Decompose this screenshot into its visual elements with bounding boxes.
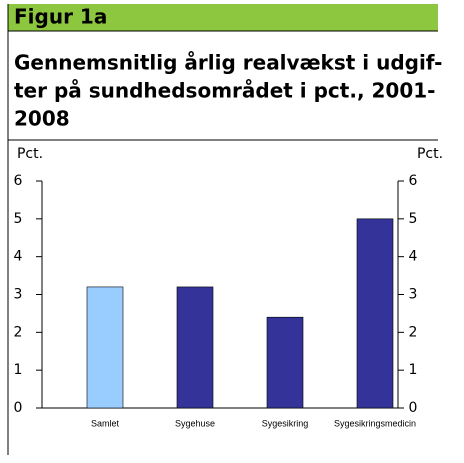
y-tick-label: 1 [14, 362, 23, 378]
header: Figur 1a [14, 5, 107, 29]
y2-tick-label: 0 [409, 400, 418, 416]
y-tick-label: 2 [14, 324, 23, 340]
x-tick-label: Samlet [91, 418, 120, 428]
bar [266, 316, 304, 409]
y2-tick-label: 4 [409, 249, 418, 265]
y2-axis-label: Pct. [417, 146, 443, 162]
y-tick-label: 6 [14, 173, 23, 189]
chart-title: 2008 [14, 107, 70, 131]
y-tick-label: 3 [14, 287, 23, 303]
y-axis-label: Pct. [17, 146, 43, 162]
y2-tick-label: 5 [409, 211, 418, 227]
bar [176, 286, 214, 409]
y-tick-label: 5 [14, 211, 23, 227]
x-tick-label: Sygehuse [175, 418, 215, 428]
y2-tick-label: 6 [409, 173, 418, 189]
y2-tick-label: 2 [409, 324, 418, 340]
y2-tick-label: 3 [409, 287, 418, 303]
chart-title: ter på sundhedsområdet i pct., 2001- [14, 79, 435, 103]
bar [356, 218, 394, 409]
x-tick-label: Sygesikring [262, 418, 309, 428]
chart-title: Gennemsnitlig årlig realvækst i udgif- [14, 51, 442, 75]
bar [86, 286, 124, 409]
y2-tick-label: 1 [409, 362, 418, 378]
header-band [8, 4, 438, 31]
y-tick-label: 4 [14, 249, 23, 265]
x-tick-label: Sygesikringsmedicin [334, 418, 416, 428]
y-tick-label: 0 [14, 400, 23, 416]
